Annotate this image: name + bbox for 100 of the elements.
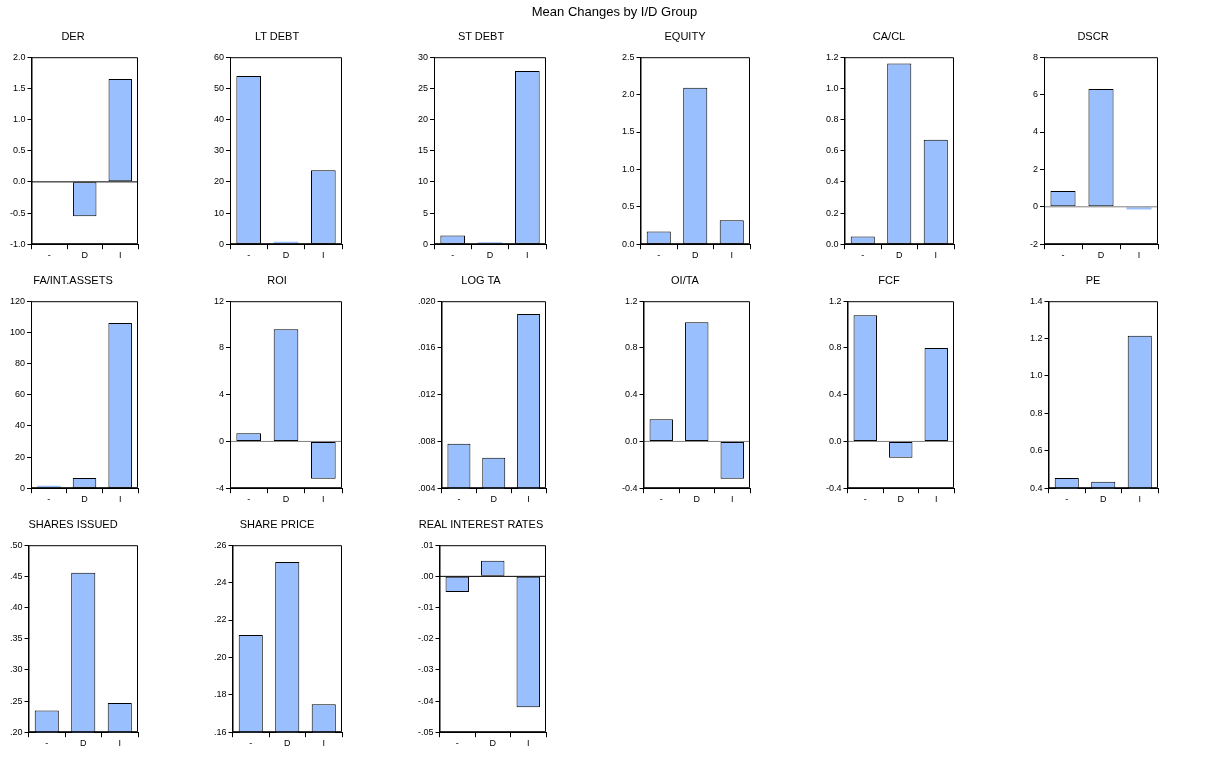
y-tick-label: .40 [10,602,23,613]
x-tick-label: I [526,250,529,261]
x-tick-label: D [81,250,89,261]
y-tick-label: 0.2 [826,207,839,218]
y-tick-label: .30 [10,664,23,675]
y-tick-label: .25 [10,695,23,706]
x-tick-label: I [118,494,122,505]
y-tick-label: -.02 [417,633,434,644]
x-tick-label: I [730,250,734,261]
x-tick-label: D [1100,494,1108,505]
y-tick-label: 1.2 [1030,333,1043,344]
x-tick-label: D [693,494,701,505]
y-tick-label: .20 [214,651,227,662]
y-tick-label: 2.5 [622,51,635,62]
y-tick-label: .26 [214,539,227,550]
y-tick-label: -.04 [417,695,434,706]
y-tick-label: 1.5 [622,126,635,137]
y-tick-label: 0 [20,482,26,493]
x-tick-label: D [284,738,292,749]
x-tick-label: D [486,250,494,261]
y-tick-label: 40 [214,114,225,125]
y-tick-label: 0.4 [624,389,638,400]
y-tick-label: 1.2 [624,295,638,306]
y-tick-label: 0.8 [1030,407,1043,418]
y-tick-label: .20 [10,726,23,737]
y-tick-label: 0.8 [624,342,638,353]
y-tick-label: 0 [423,238,429,249]
y-tick-label: 12 [214,295,225,306]
x-tick-label: D [81,494,89,505]
y-tick-label: 0.8 [828,342,842,353]
y-tick-label: 25 [418,82,429,93]
y-tick-label: 0.6 [826,145,839,156]
x-tick-label: D [897,494,905,505]
x-tick-label: I [322,494,325,505]
chart-title: PE [1085,273,1101,286]
x-tick-label: - [247,494,251,505]
x-tick-label: D [1097,250,1105,261]
x-tick-label: D [282,494,290,505]
y-tick-label: 20 [15,451,26,462]
x-tick-label: - [457,494,461,505]
chart-title: FCF [878,273,900,286]
x-tick-label: D [490,494,498,505]
y-tick-label: .00 [420,570,434,581]
x-tick-label: D [896,250,904,261]
y-tick-label: 60 [15,389,26,400]
x-tick-label: D [282,250,290,261]
y-tick-label: -4 [216,482,225,493]
chart-title: LOG TA [461,273,502,286]
chart-title: EQUITY [664,29,707,42]
chart-title: FA/INT.ASSETS [33,273,113,286]
y-tick-label: -.03 [417,664,434,675]
y-tick-label: 0.6 [1030,445,1043,456]
x-tick-label: - [659,494,663,505]
y-tick-label: 1.0 [622,163,635,174]
y-tick-label: 100 [9,326,26,337]
chart-title: ROI [267,273,287,286]
y-tick-label: 0.4 [828,389,842,400]
x-tick-label: I [526,738,530,749]
chart-title: DER [61,29,85,42]
y-tick-label: .008 [417,435,436,446]
y-tick-label: 60 [214,51,225,62]
x-tick-label: - [47,494,51,505]
x-tick-label: - [455,738,459,749]
y-tick-label: .004 [417,482,436,493]
y-tick-label: 0.8 [826,114,839,125]
y-tick-label: 4 [219,389,225,400]
y-tick-label: 5 [423,207,429,218]
x-tick-label: - [451,250,455,261]
x-tick-label: D [80,738,88,749]
x-tick-label: I [1138,494,1142,505]
y-tick-label: .35 [10,633,23,644]
x-tick-label: I [322,250,325,261]
x-tick-label: I [934,250,938,261]
y-tick-label: 1.4 [1030,295,1043,306]
y-tick-label: 1.0 [1030,370,1043,381]
x-tick-label: I [1137,250,1141,261]
y-tick-label: -.05 [417,726,434,737]
chart-title: OI/TA [671,273,700,286]
y-tick-label: 0 [219,238,225,249]
chart-title: CA/CL [872,29,906,42]
x-tick-label: I [527,494,530,505]
y-tick-label: .24 [214,577,227,588]
y-tick-label: .45 [10,570,23,581]
y-tick-label: -0.4 [825,482,842,493]
x-tick-label: I [118,738,122,749]
y-tick-label: .016 [417,342,436,353]
y-tick-label: .16 [214,726,227,737]
y-tick-label: 0.0 [624,435,638,446]
y-tick-label: 8 [1032,51,1038,62]
y-tick-label: 1.0 [826,82,839,93]
y-tick-label: -2 [1029,238,1038,249]
y-tick-label: 0.5 [12,145,26,156]
y-tick-label: 1.0 [12,114,26,125]
y-tick-label: 10 [214,207,225,218]
y-tick-label: 0.5 [622,201,635,212]
x-tick-label: D [489,738,497,749]
y-tick-label: .020 [417,295,436,306]
x-tick-label: - [861,250,865,261]
y-tick-label: .50 [10,539,23,550]
x-tick-label: - [249,738,253,749]
